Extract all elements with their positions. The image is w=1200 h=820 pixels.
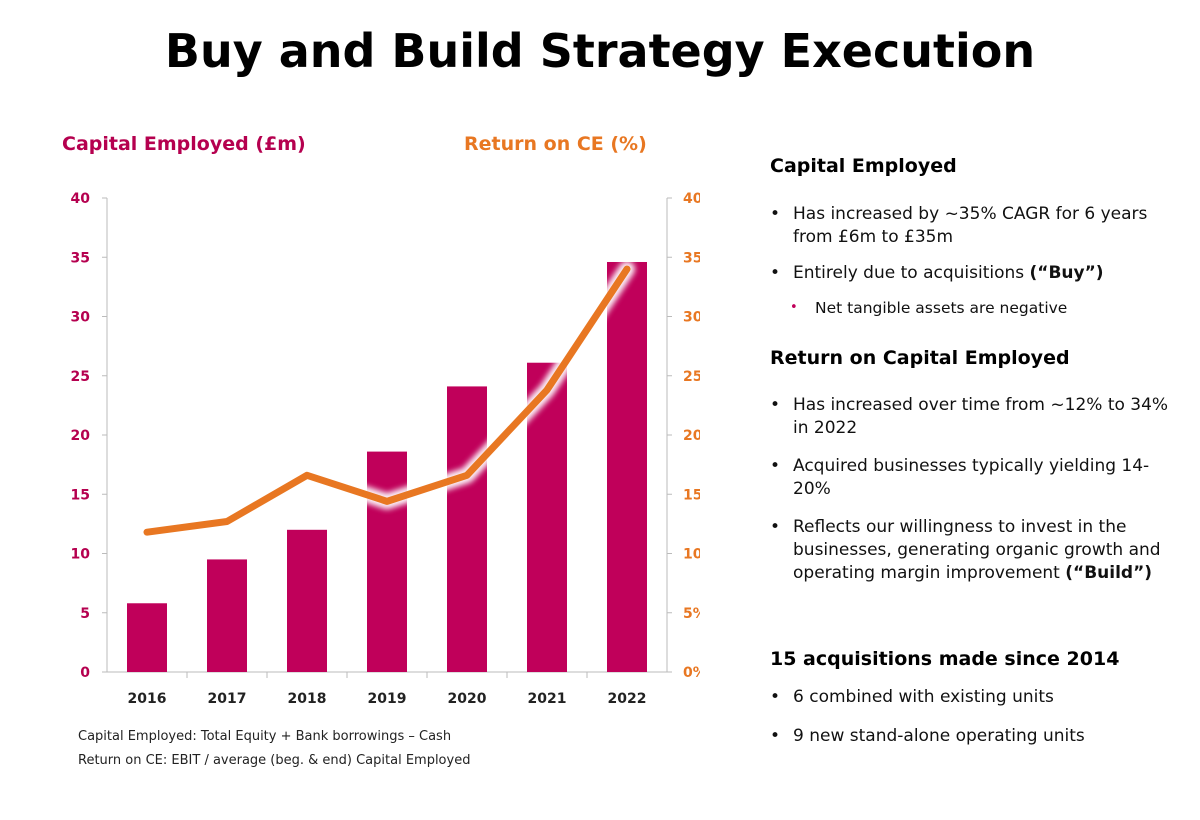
bar-2019: [367, 451, 407, 672]
heading-acquisitions: 15 acquisitions made since 2014: [770, 648, 1120, 670]
bullet-dot: •: [770, 395, 781, 415]
right-tick-label: 5%: [683, 606, 700, 622]
x-tick-label: 2022: [608, 691, 647, 707]
bullet-text: 9 new stand-alone operating units: [793, 726, 1085, 746]
roce-point-2021: [543, 386, 551, 394]
bullet-acquisitions: • Entirely due to acquisitions (“Buy”): [770, 262, 1180, 285]
right-tick-label: 25%: [683, 369, 700, 385]
bullet-text: Reflects our willingness to invest in th…: [793, 517, 1161, 583]
bullet-bold-buy: (“Buy”): [1029, 263, 1104, 283]
bullet-stand-alone: • 9 new stand-alone operating units: [770, 725, 1180, 748]
bullet-text: Has increased by ~35% CAGR for 6 years f…: [793, 204, 1148, 247]
x-tick-label: 2021: [528, 691, 567, 707]
left-tick-label: 25: [71, 369, 90, 385]
footnote-capital-employed: Capital Employed: Total Equity + Bank bo…: [78, 729, 452, 744]
page-title: Buy and Build Strategy Execution: [164, 24, 1036, 78]
bar-2017: [207, 559, 247, 672]
bullet-text: Entirely due to acquisitions: [793, 263, 1030, 283]
bullet-dot: •: [770, 456, 781, 476]
bullet-cagr: • Has increased by ~35% CAGR for 6 years…: [770, 203, 1180, 249]
bullet-dot: •: [770, 687, 781, 707]
x-tick-label: 2018: [288, 691, 327, 707]
chart: 0 5 10 15 20 25 30 35 40 0% 5% 10% 15% 20% 25% 30% 35% 40…: [71, 191, 700, 707]
sub-bullet-text: Net tangible assets are negative: [815, 299, 1068, 317]
right-tick-label: 20%: [683, 428, 700, 444]
bullet-reflects: • Reflects our willingness to invest in …: [770, 516, 1180, 585]
right-tick-label: 35%: [683, 250, 700, 266]
bullet-combined: • 6 combined with existing units: [770, 686, 1180, 709]
roce-point-2019: [383, 498, 391, 505]
bullet-dot: •: [770, 517, 781, 537]
left-axis-title: Capital Employed (£m): [62, 133, 306, 155]
bar-2016: [127, 603, 167, 672]
right-axis-title: Return on CE (%): [464, 133, 647, 155]
x-tick-label: 2016: [128, 691, 167, 707]
bullet-text: 6 combined with existing units: [793, 687, 1054, 707]
roce-point-2018: [303, 472, 311, 479]
left-tick-label: 10: [71, 547, 91, 563]
left-tick-label: 0: [80, 665, 90, 681]
right-tick-label: 30%: [683, 310, 700, 326]
left-tick-label: 30: [71, 310, 91, 326]
bullet-dot: •: [770, 263, 781, 283]
bullet-dot: •: [770, 204, 781, 224]
sub-bullet-dot: •: [790, 300, 798, 315]
right-tick-label: 40%: [683, 191, 700, 207]
bullet-text: Acquired businesses typically yielding 1…: [793, 456, 1150, 499]
bar-2022: [607, 261, 647, 672]
bullet-roce-increase: • Has increased over time from ~12% to 3…: [770, 394, 1180, 440]
roce-point-2017: [223, 518, 231, 525]
bar-2020: [447, 386, 487, 672]
right-tick-label: 15%: [683, 487, 700, 503]
bullet-yielding: • Acquired businesses typically yielding…: [770, 455, 1180, 501]
bullet-bold-build: (“Build”): [1065, 563, 1153, 583]
sub-bullet-net-tangible: • Net tangible assets are negative: [790, 297, 1067, 319]
x-tick-label: 2020: [448, 691, 487, 707]
x-tick-label: 2017: [208, 691, 247, 707]
footnote-return-on-ce: Return on CE: EBIT / average (beg. & end…: [78, 753, 471, 768]
heading-return-on-ce: Return on Capital Employed: [770, 347, 1070, 369]
roce-point-2022: [623, 265, 631, 273]
x-tick-label: 2019: [368, 691, 407, 707]
right-tick-label: 0%: [683, 665, 700, 681]
roce-point-2016: [143, 528, 151, 536]
left-tick-label: 20: [71, 428, 91, 444]
left-tick-label: 35: [71, 250, 90, 266]
left-tick-label: 5: [80, 606, 90, 622]
heading-capital-employed: Capital Employed: [770, 155, 957, 177]
bullet-dot: •: [770, 726, 781, 746]
left-tick-label: 40: [71, 191, 91, 207]
right-tick-label: 10%: [683, 547, 700, 563]
bar-2018: [287, 529, 327, 672]
bullet-text: Has increased over time from ~12% to 34%…: [793, 395, 1169, 438]
roce-point-2020: [463, 472, 471, 479]
left-tick-label: 15: [71, 487, 90, 503]
